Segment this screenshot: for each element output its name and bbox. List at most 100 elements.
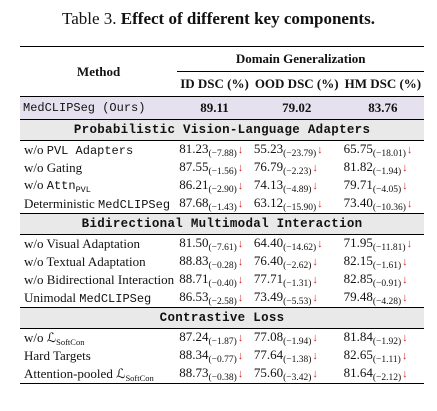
metric-delta: (−1.31) — [283, 279, 312, 289]
down-arrow-icon: ↓ — [312, 292, 318, 304]
metric-value: 86.53 — [179, 289, 209, 304]
metric-delta: (−1.61) — [372, 261, 402, 271]
table-row: Unimodal MedCLIPSeg 86.53(−2.58)↓ 73.49(−5… — [20, 289, 424, 308]
id-dsc-header: ID DSC (%) — [180, 76, 249, 91]
metric-value: 77.64 — [253, 347, 284, 362]
table-row: w/o Bidirectional Interaction 88.71(−0.40… — [20, 271, 424, 289]
method-subscript: SoftCon — [125, 372, 154, 383]
metric-delta: (−1.38) — [283, 355, 312, 365]
metric-delta: (−4.89) — [283, 185, 312, 195]
metric-delta: (−7.61) — [208, 243, 237, 253]
metric-value: 79.71 — [343, 177, 373, 192]
metric-delta: (−5.53) — [283, 297, 312, 307]
metric-delta: (−4.05) — [372, 185, 402, 195]
metric-delta: (−4.28) — [372, 297, 402, 307]
metric-value: 81.84 — [343, 329, 373, 344]
metric-delta: (−3.42) — [283, 373, 312, 383]
metric-cell: 77.71(−1.31)↓ — [252, 271, 342, 289]
down-arrow-icon: ↓ — [402, 332, 408, 344]
method-label: Attention-pooled ℒ — [24, 365, 126, 381]
metric-value: 77.71 — [253, 271, 284, 286]
metric-delta: (−2.23) — [283, 167, 312, 177]
metric-delta: (−11.81) — [372, 243, 406, 253]
method-label: Hard Targets — [24, 348, 91, 363]
metric-value: 88.83 — [179, 253, 209, 268]
metric-value: 63.12 — [253, 195, 284, 210]
table-caption: Table 3. Effect of different key compone… — [0, 8, 437, 30]
method-label: w/o Gating — [24, 160, 83, 175]
metric-value: 71.95 — [343, 235, 373, 250]
table-row: Attention-pooled ℒSoftCon 88.73(−0.38)↓ 75… — [20, 365, 425, 384]
down-arrow-icon: ↓ — [237, 292, 244, 304]
down-arrow-icon: ↓ — [312, 332, 318, 344]
metric-value: 87.24 — [179, 329, 209, 344]
method-cell: Attention-pooled ℒSoftCon — [20, 365, 178, 384]
metric-delta: (−18.01) — [372, 149, 406, 159]
down-arrow-icon: ↓ — [237, 180, 244, 192]
metric-value: 81.82 — [343, 159, 373, 174]
down-arrow-icon: ↓ — [406, 238, 413, 250]
metric-cell: 82.65(−1.11)↓ — [342, 347, 425, 365]
metric-value: 87.68 — [179, 195, 209, 210]
down-arrow-icon: ↓ — [317, 144, 323, 156]
ours-hm-dsc: 83.76 — [341, 96, 425, 120]
metric-delta: (−2.62) — [283, 261, 312, 271]
down-arrow-icon: ↓ — [317, 198, 323, 210]
ours-id-dsc: 89.11 — [177, 96, 252, 120]
metric-delta: (−7.88) — [208, 149, 237, 159]
down-arrow-icon: ↓ — [406, 144, 413, 156]
metric-value: 81.64 — [343, 365, 373, 380]
metric-cell: 87.55(−1.56)↓ — [177, 159, 252, 177]
method-column-header: Method — [20, 46, 178, 97]
table-row: Deterministic MedCLIPSeg 87.68(−1.43)↓ 63.… — [20, 195, 424, 214]
metric-cell: 65.75(−18.01)↓ — [342, 141, 425, 159]
ours-row: MedCLIPSeg (Ours) 89.11 79.02 83.76 — [20, 96, 425, 120]
down-arrow-icon: ↓ — [402, 256, 408, 268]
metric-cell: 63.12(−15.90)↓ — [252, 195, 342, 214]
table-row: w/o AttnPVL 86.21(−2.90)↓ 74.13(−4.89)↓ 79.… — [20, 177, 424, 195]
metric-cell: 79.71(−4.05)↓ — [342, 177, 425, 195]
section-header: Probabilistic Vision-Language Adapters — [20, 119, 425, 141]
down-arrow-icon: ↓ — [312, 256, 318, 268]
down-arrow-icon: ↓ — [237, 256, 244, 268]
method-cell: w/o Gating — [20, 159, 177, 177]
down-arrow-icon: ↓ — [312, 274, 318, 286]
down-arrow-icon: ↓ — [237, 198, 244, 210]
metric-value: 86.21 — [179, 177, 209, 192]
metric-delta: (−0.38) — [208, 373, 237, 383]
metric-value: 65.75 — [343, 141, 373, 156]
metric-delta: (−1.94) — [372, 167, 402, 177]
method-label: w/o Attn — [24, 177, 76, 193]
method-label: w/o PVL Adapters — [24, 142, 134, 158]
down-arrow-icon: ↓ — [401, 350, 408, 362]
metric-cell: 81.82(−1.94)↓ — [342, 159, 425, 177]
metric-value: 74.13 — [253, 177, 284, 192]
method-cell: Unimodal MedCLIPSeg — [20, 289, 177, 308]
metric-value: 81.23 — [179, 141, 209, 156]
down-arrow-icon: ↓ — [237, 238, 244, 250]
metric-value: 76.79 — [253, 159, 284, 174]
metric-delta: (−1.43) — [208, 203, 237, 213]
metric-cell: 76.79(−2.23)↓ — [252, 159, 342, 177]
metric-cell: 86.53(−2.58)↓ — [177, 289, 252, 308]
method-cell: Deterministic MedCLIPSeg — [20, 195, 177, 214]
down-arrow-icon: ↓ — [237, 368, 244, 380]
method-cell: w/o ℒSoftCon — [20, 329, 177, 348]
metric-cell: 82.85(−0.91)↓ — [342, 271, 425, 289]
metric-cell: 82.15(−1.61)↓ — [342, 253, 425, 271]
metric-cell: 87.68(−1.43)↓ — [177, 195, 252, 214]
metric-cell: 81.64(−2.12)↓ — [341, 365, 425, 384]
metric-value: 88.73 — [179, 365, 209, 380]
metric-cell: 75.60(−3.42)↓ — [251, 365, 342, 384]
down-arrow-icon: ↓ — [317, 238, 323, 250]
table-row: w/o PVL Adapters 81.23(−7.88)↓ 55.23(−23.7… — [20, 140, 425, 159]
metric-value: 79.48 — [343, 289, 373, 304]
metric-cell: 71.95(−11.81)↓ — [342, 235, 425, 253]
ood-dsc-header: OOD DSC (%) — [254, 76, 339, 91]
table-row: w/o Visual Adaptation 81.50(−7.61)↓ 64.40(… — [20, 234, 425, 253]
metric-cell: 88.73(−0.38)↓ — [177, 365, 252, 384]
method-subscript: PVL — [75, 185, 91, 195]
metric-delta: (−0.91) — [372, 279, 402, 289]
down-arrow-icon: ↓ — [402, 274, 408, 286]
section-title: Probabilistic Vision-Language Adapters — [20, 119, 425, 141]
